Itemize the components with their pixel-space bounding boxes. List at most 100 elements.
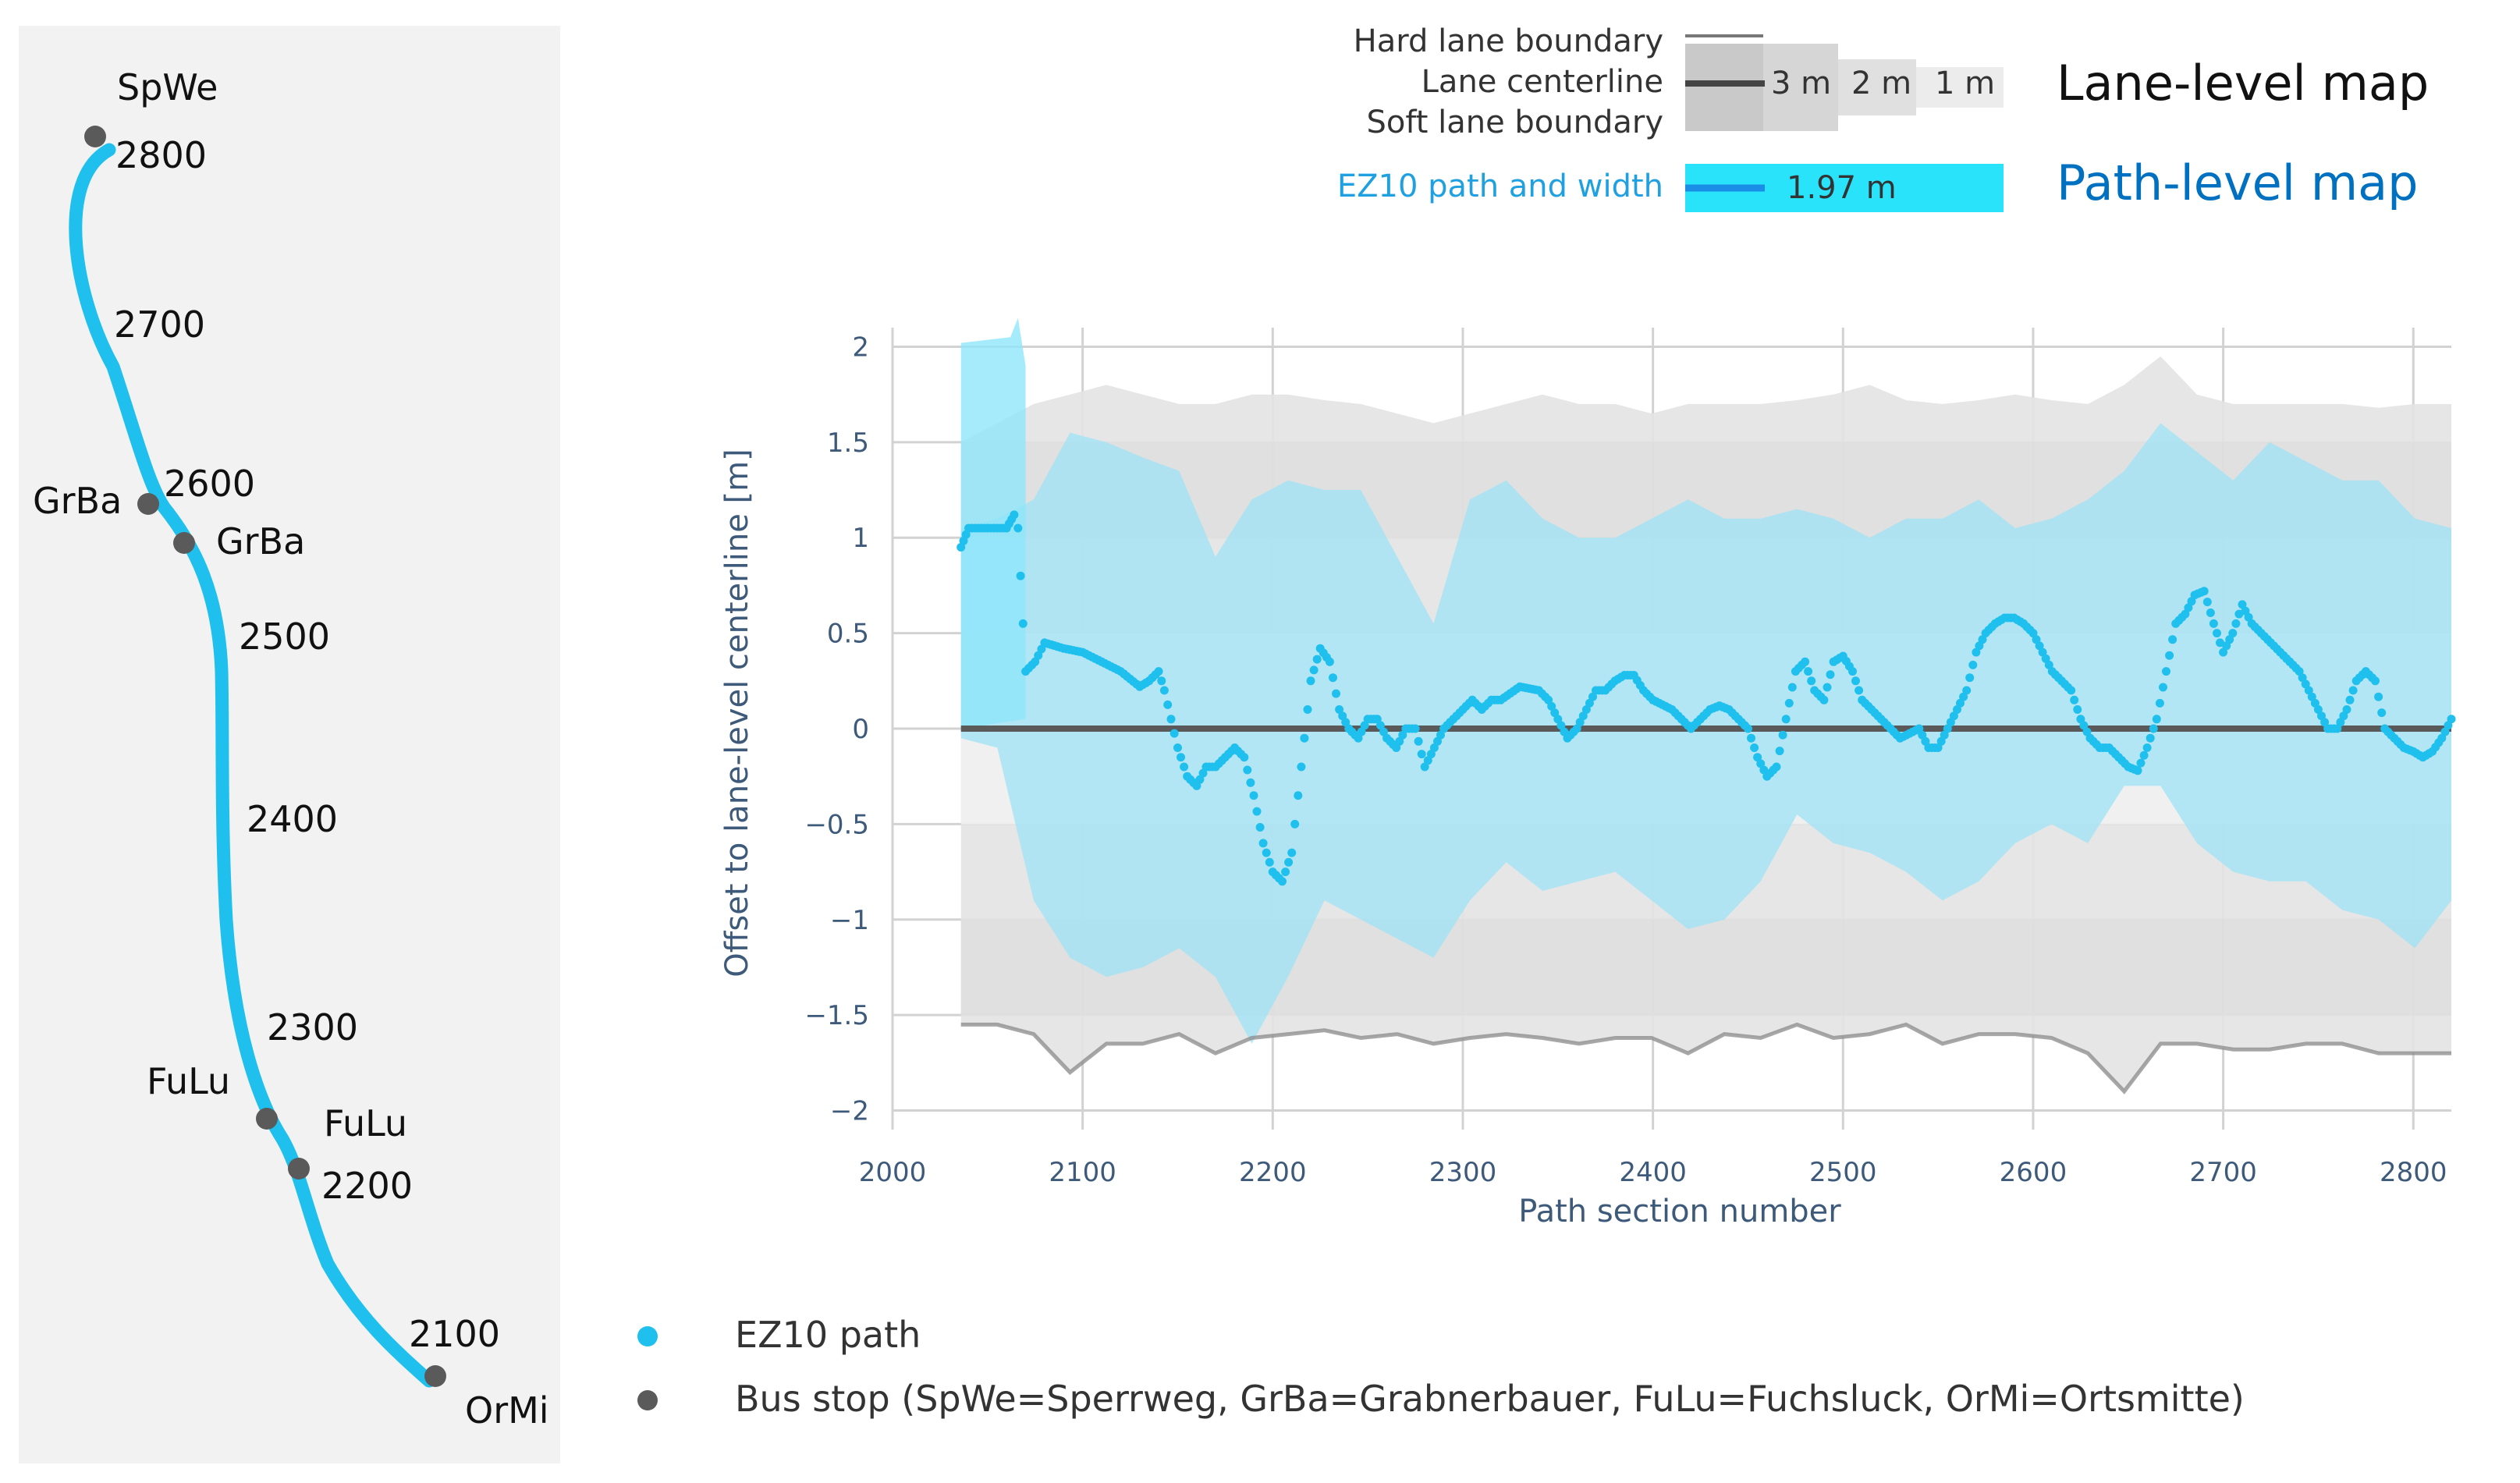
path-point	[1281, 867, 1290, 877]
section-label: 2800	[115, 134, 207, 176]
path-point	[1329, 673, 1337, 683]
path-point	[1016, 571, 1025, 580]
y-tick-label: −1.5	[804, 1000, 869, 1031]
path-point	[2165, 651, 2174, 660]
path-point	[1547, 701, 1556, 711]
path-point	[1173, 743, 1182, 752]
path-point	[1169, 729, 1179, 738]
path-point	[1972, 647, 1981, 657]
path-point	[1801, 657, 1810, 666]
bus-stop-label: OrMi	[465, 1389, 549, 1432]
path-point	[1290, 819, 1300, 828]
path-point	[1420, 762, 1429, 772]
path-point	[1278, 877, 1287, 886]
path-point	[2067, 686, 2076, 695]
path-point	[1775, 747, 1784, 756]
path-point	[1243, 765, 1252, 775]
path-point	[2187, 597, 2196, 606]
path-point	[2216, 638, 2224, 647]
path-point	[1429, 743, 1439, 752]
legend-hard-lane-boundary-label: Hard lane boundary	[1353, 23, 1663, 59]
legend-path-dot-icon	[637, 1326, 658, 1346]
path-point	[2136, 758, 2146, 768]
path-point	[1575, 718, 1585, 727]
path-point	[2317, 711, 2326, 721]
path-point	[1965, 673, 1975, 683]
legend-stop-dot-icon	[637, 1390, 658, 1410]
path-point	[1851, 676, 1860, 686]
bus-stop-marker	[424, 1365, 446, 1387]
path-point	[1956, 698, 1965, 708]
path-point	[1306, 676, 1315, 686]
y-tick-label: 1.5	[827, 428, 869, 459]
path-point	[1959, 692, 1968, 701]
path-point	[2371, 676, 2380, 686]
legend-path-width: 1.97 m	[1787, 170, 1897, 206]
path-point	[1436, 730, 1445, 740]
path-point	[2304, 686, 2313, 695]
bus-stop-marker	[256, 1108, 278, 1130]
bus-stop-label: GrBa	[33, 480, 122, 522]
bus-stop-marker	[173, 532, 195, 554]
legend-soft-lane-boundary-label: Soft lane boundary	[1366, 105, 1663, 140]
path-point	[1287, 848, 1297, 857]
path-point	[1180, 762, 1189, 772]
path-point	[1309, 665, 1319, 675]
path-point	[1262, 848, 1271, 857]
path-point	[2437, 733, 2447, 743]
path-point	[1157, 676, 1166, 686]
path-point	[2032, 635, 2041, 644]
path-point	[1819, 695, 1829, 704]
x-tick-label: 2200	[1239, 1157, 1307, 1188]
bus-stop-marker	[137, 493, 159, 515]
path-point	[1915, 724, 1924, 733]
x-tick-label: 2600	[2000, 1157, 2067, 1188]
path-point	[2333, 724, 2342, 733]
path-point	[1335, 705, 1344, 714]
path-point	[1787, 683, 1797, 692]
path-point	[1312, 655, 1322, 664]
path-point	[2028, 629, 2038, 638]
legend-path-text: EZ10 path	[735, 1314, 921, 1356]
path-point	[2209, 619, 2218, 628]
path-point	[2041, 654, 2050, 663]
y-tick-label: 0	[852, 714, 869, 745]
path-point	[1750, 743, 1759, 752]
x-tick-label: 2700	[2189, 1157, 2257, 1188]
legend-swatch-3m-outer	[1763, 44, 1838, 131]
path-point	[1249, 791, 1258, 800]
path-point	[1804, 667, 1813, 676]
path-point	[2159, 683, 2167, 692]
path-point	[2038, 647, 2047, 657]
x-axis-title: Path section number	[1518, 1194, 1841, 1229]
path-point	[2162, 667, 2170, 676]
path-point	[2225, 635, 2234, 644]
legend-width-2m: 2 m	[1851, 66, 1912, 101]
path-point	[1585, 698, 1594, 708]
path-point	[1772, 762, 1781, 772]
path-point	[1195, 775, 1205, 784]
legend-swatch-2m	[1838, 59, 1916, 115]
path-point	[2202, 598, 2212, 607]
y-tick-label: 0.5	[827, 619, 869, 650]
path-point	[2342, 705, 2351, 714]
path-point	[1823, 683, 1832, 692]
y-tick-label: −0.5	[804, 809, 869, 840]
path-point	[1325, 657, 1334, 666]
path-point	[2320, 718, 2330, 727]
path-point	[2377, 708, 2387, 718]
path-point	[2307, 692, 2316, 701]
path-point	[1544, 695, 1553, 704]
path-point	[2070, 695, 2079, 704]
path-point	[1357, 727, 1366, 736]
path-point	[2044, 660, 2053, 669]
x-tick-label: 2300	[1429, 1157, 1497, 1188]
path-point	[1556, 721, 1566, 730]
path-point	[1411, 724, 1420, 733]
path-point	[2244, 612, 2253, 622]
path-point	[2219, 647, 2228, 657]
path-point	[2238, 600, 2247, 609]
legend-width-1m: 1 m	[1935, 66, 1996, 101]
legend-width-3m: 3 m	[1771, 66, 1832, 101]
path-point	[2339, 711, 2348, 721]
